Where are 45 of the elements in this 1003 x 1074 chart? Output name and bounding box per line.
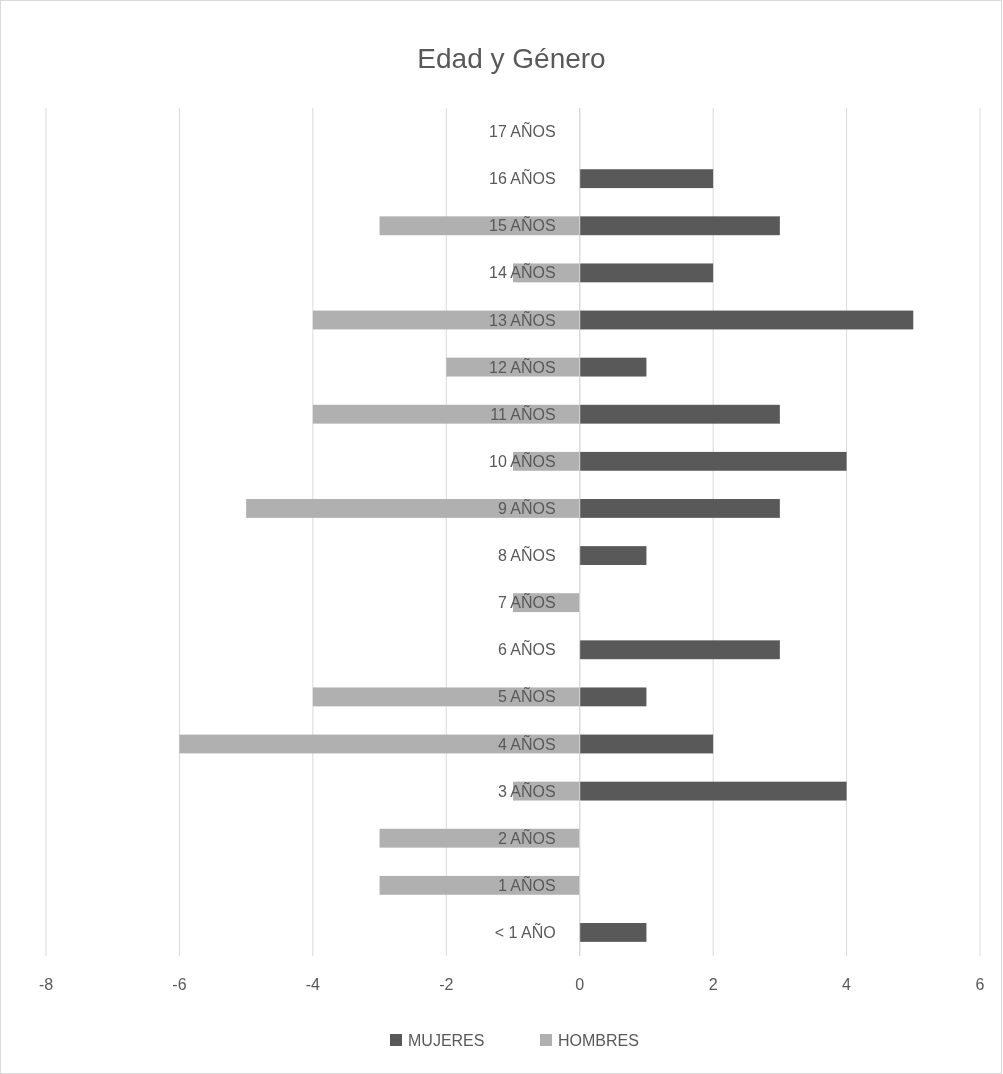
x-tick-label: 4 bbox=[842, 976, 852, 993]
y-tick-label: 12 AÑOS bbox=[489, 356, 556, 376]
y-tick-label: 8 AÑOS bbox=[497, 545, 556, 565]
bar bbox=[579, 451, 847, 471]
bar bbox=[379, 875, 580, 895]
bar bbox=[579, 640, 780, 660]
x-tick-label: -6 bbox=[172, 976, 187, 993]
bar bbox=[579, 263, 714, 283]
bar bbox=[579, 546, 647, 565]
bar bbox=[579, 357, 647, 377]
x-tick-label: -2 bbox=[439, 976, 454, 993]
y-tick-label: 1 AÑOS bbox=[497, 874, 556, 894]
x-tick-label: 6 bbox=[975, 976, 985, 993]
bar bbox=[246, 499, 580, 518]
x-tick-label: -4 bbox=[305, 976, 321, 993]
y-tick-label: 6 AÑOS bbox=[497, 639, 556, 659]
y-tick-label: 9 AÑOS bbox=[497, 498, 556, 518]
y-tick-label: 5 AÑOS bbox=[497, 686, 556, 706]
y-tick-label: 4 AÑOS bbox=[497, 733, 556, 753]
bar bbox=[179, 734, 580, 754]
y-tick-label: 15 AÑOS bbox=[489, 215, 556, 235]
x-tick-label: -8 bbox=[38, 976, 54, 993]
bar bbox=[312, 687, 580, 707]
bar bbox=[579, 499, 780, 518]
y-tick-label: 13 AÑOS bbox=[489, 309, 556, 329]
bar bbox=[579, 923, 647, 942]
bar bbox=[579, 734, 714, 754]
legend-label: MUJERES bbox=[408, 1032, 485, 1049]
legend-label: HOMBRES bbox=[558, 1032, 639, 1049]
bar bbox=[379, 828, 580, 848]
bar bbox=[579, 687, 647, 707]
bar bbox=[579, 216, 780, 236]
bar bbox=[579, 404, 780, 424]
y-tick-label: 16 AÑOS bbox=[489, 168, 556, 188]
y-tick-label: 17 AÑOS bbox=[489, 121, 556, 141]
y-tick-label: < 1 AÑO bbox=[494, 922, 556, 942]
bar bbox=[579, 310, 914, 330]
x-tick-label: 0 bbox=[575, 976, 585, 993]
bar bbox=[312, 404, 580, 424]
bar bbox=[579, 169, 714, 189]
bar bbox=[579, 781, 847, 801]
y-tick-label: 2 AÑOS bbox=[497, 827, 556, 847]
y-tick-label: 11 AÑOS bbox=[490, 403, 556, 423]
chart-title: Edad y Género bbox=[417, 43, 606, 74]
x-tick-label: 2 bbox=[708, 976, 718, 993]
